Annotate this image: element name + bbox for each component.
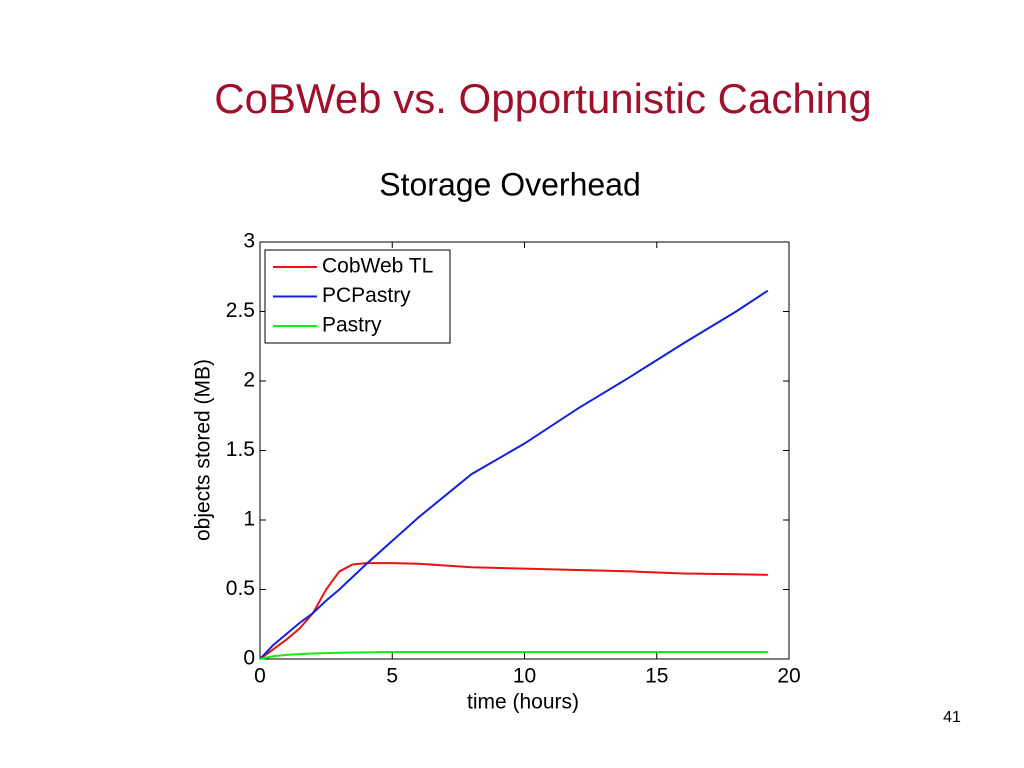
x-tick-label: 15 — [645, 665, 668, 688]
slide-title: CoBWeb vs. Opportunistic Caching — [214, 75, 872, 122]
page-number: 41 — [943, 709, 961, 726]
x-tick-label: 20 — [777, 665, 800, 688]
series-line — [259, 289, 769, 660]
y-tick-label: 2 — [243, 369, 255, 392]
y-tick-label: 1.5 — [226, 438, 255, 461]
y-tick-label: 0 — [243, 647, 255, 670]
x-tick-label: 5 — [386, 665, 398, 688]
y-tick-label: 2.5 — [226, 299, 255, 322]
y-tick-label: 1 — [243, 508, 255, 531]
x-tick-label: 10 — [513, 665, 536, 688]
x-axis-label: time (hours) — [467, 691, 579, 714]
y-axis-label: objects stored (MB) — [192, 359, 215, 541]
series-line — [259, 651, 768, 660]
series-line — [259, 562, 768, 660]
legend-label: CobWeb TL — [322, 255, 433, 278]
legend-label: PCPastry — [322, 284, 411, 307]
y-tick-label: 3 — [243, 230, 255, 253]
x-tick-label: 0 — [254, 665, 266, 688]
y-tick-label: 0.5 — [226, 577, 255, 600]
legend-label: Pastry — [322, 314, 382, 337]
chart-title: Storage Overhead — [379, 166, 641, 202]
